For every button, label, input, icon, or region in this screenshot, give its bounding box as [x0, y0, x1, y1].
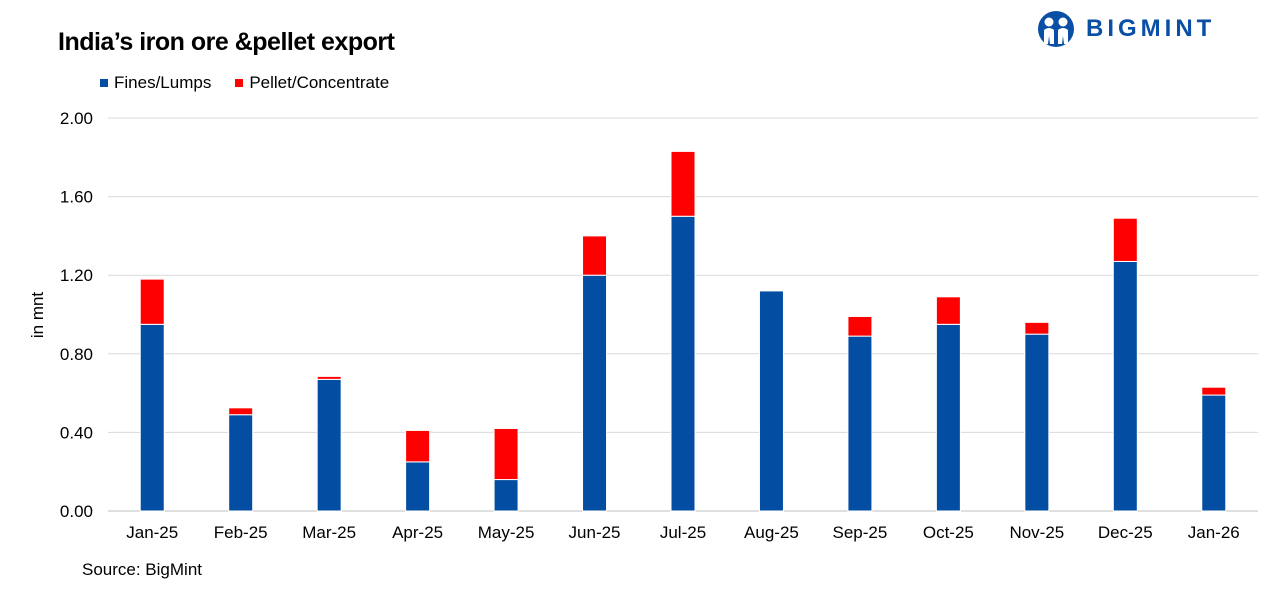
- bigmint-people-logo-icon: [1038, 11, 1074, 47]
- x-tick-label: Mar-25: [302, 523, 356, 542]
- x-tick-label: Nov-25: [1009, 523, 1064, 542]
- legend-label: Fines/Lumps: [114, 73, 212, 92]
- x-tick-label: Dec-25: [1098, 523, 1153, 542]
- bar-pellet-concentrate: [1024, 321, 1050, 335]
- y-tick-label: 0.80: [60, 345, 93, 364]
- x-tick-label: Oct-25: [923, 523, 974, 542]
- bar-pellet-concentrate: [582, 235, 608, 276]
- chart-title: India’s iron ore &pellet export: [58, 28, 395, 56]
- bar-pellet-concentrate: [228, 407, 254, 416]
- x-tick-label: Feb-25: [214, 523, 268, 542]
- x-tick-label: Jun-25: [569, 523, 621, 542]
- bar-fines-lumps: [316, 378, 342, 512]
- bar-fines-lumps: [935, 323, 961, 512]
- bar-pellet-concentrate: [935, 296, 961, 325]
- x-tick-label: May-25: [478, 523, 535, 542]
- bar-pellet-concentrate: [405, 429, 431, 463]
- bar-fines-lumps: [847, 335, 873, 512]
- x-tick-label: Sep-25: [833, 523, 888, 542]
- x-tick-label: Jul-25: [660, 523, 706, 542]
- legend-swatch: [100, 79, 108, 87]
- bar-fines-lumps: [139, 323, 165, 512]
- y-tick-label: 1.60: [60, 188, 93, 207]
- bar-pellet-concentrate: [139, 278, 165, 325]
- logo-text: BIGMINT: [1086, 15, 1216, 42]
- bar-fines-lumps: [228, 414, 254, 512]
- bar-fines-lumps: [493, 479, 519, 512]
- bar-pellet-concentrate: [1201, 386, 1227, 396]
- x-tick-label: Jan-25: [126, 523, 178, 542]
- bar-pellet-concentrate: [316, 375, 342, 380]
- y-tick-label: 1.20: [60, 266, 93, 285]
- x-tick-label: Aug-25: [744, 523, 799, 542]
- x-tick-label: Jan-26: [1188, 523, 1240, 542]
- bigmint-logo: BIGMINT: [1036, 10, 1215, 48]
- bar-fines-lumps: [670, 215, 696, 512]
- bar-fines-lumps: [1112, 260, 1138, 512]
- bar-pellet-concentrate: [670, 150, 696, 217]
- bar-fines-lumps: [582, 274, 608, 512]
- bar-pellet-concentrate: [1112, 217, 1138, 262]
- legend-label: Pellet/Concentrate: [249, 73, 390, 92]
- legend-item-fines-lumps: Fines/Lumps: [100, 73, 211, 93]
- bar-pellet-concentrate: [493, 427, 519, 481]
- bar-fines-lumps: [758, 290, 784, 512]
- legend-swatch: [235, 79, 244, 87]
- x-tick-label: Apr-25: [392, 523, 443, 542]
- y-axis-label: in mnt: [28, 292, 47, 339]
- y-tick-label: 2.00: [60, 109, 93, 128]
- bar-pellet-concentrate: [847, 315, 873, 337]
- bar-fines-lumps: [1201, 394, 1227, 512]
- y-tick-label: 0.00: [60, 502, 93, 521]
- legend-item-pellet-concentrate: Pellet/Concentrate: [235, 73, 389, 93]
- legend: Fines/Lumps Pellet/Concentrate: [100, 73, 389, 93]
- bar-fines-lumps: [405, 461, 431, 512]
- y-tick-label: 0.40: [60, 423, 93, 442]
- source-note: Source: BigMint: [82, 560, 202, 579]
- bar-fines-lumps: [1024, 333, 1050, 512]
